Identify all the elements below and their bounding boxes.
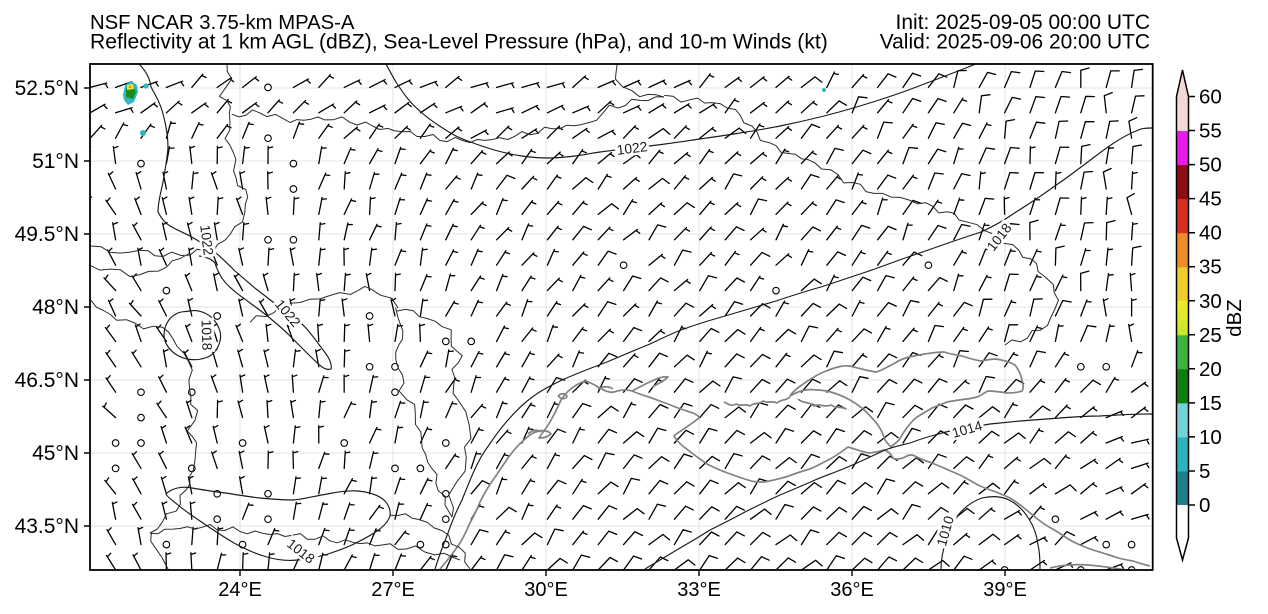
svg-text:Init: 2025-09-05 00:00 UTC: Init: 2025-09-05 00:00 UTC bbox=[896, 11, 1150, 34]
svg-text:27°E: 27°E bbox=[371, 579, 415, 601]
svg-text:52.5°N: 52.5°N bbox=[15, 77, 79, 100]
svg-text:43.5°N: 43.5°N bbox=[15, 515, 79, 538]
svg-text:10: 10 bbox=[1199, 426, 1222, 449]
svg-text:15: 15 bbox=[1199, 392, 1222, 415]
svg-text:25: 25 bbox=[1199, 324, 1222, 347]
svg-text:55: 55 bbox=[1199, 120, 1222, 143]
svg-text:Valid: 2025-09-06 20:00 UTC: Valid: 2025-09-06 20:00 UTC bbox=[880, 31, 1150, 54]
svg-text:40: 40 bbox=[1199, 222, 1222, 245]
svg-text:39°E: 39°E bbox=[983, 579, 1027, 601]
svg-text:50: 50 bbox=[1199, 154, 1222, 177]
svg-text:36°E: 36°E bbox=[830, 579, 874, 601]
svg-text:1022: 1022 bbox=[197, 224, 216, 256]
svg-text:0: 0 bbox=[1199, 494, 1210, 517]
svg-text:35: 35 bbox=[1199, 256, 1222, 279]
svg-text:60: 60 bbox=[1199, 86, 1222, 109]
svg-text:33°E: 33°E bbox=[677, 579, 721, 601]
svg-text:30°E: 30°E bbox=[524, 579, 568, 601]
svg-text:48°N: 48°N bbox=[32, 296, 79, 319]
svg-text:45: 45 bbox=[1199, 188, 1222, 211]
svg-text:1022: 1022 bbox=[616, 139, 648, 158]
svg-text:24°E: 24°E bbox=[218, 579, 262, 601]
svg-text:30: 30 bbox=[1199, 290, 1222, 313]
svg-text:1018: 1018 bbox=[198, 319, 214, 351]
svg-text:51°N: 51°N bbox=[32, 150, 79, 173]
svg-text:45°N: 45°N bbox=[32, 442, 79, 465]
svg-text:49.5°N: 49.5°N bbox=[15, 223, 79, 246]
svg-text:NSF NCAR 3.75-km MPAS-A: NSF NCAR 3.75-km MPAS-A bbox=[90, 12, 355, 34]
svg-text:5: 5 bbox=[1199, 460, 1210, 483]
svg-text:46.5°N: 46.5°N bbox=[15, 369, 79, 392]
svg-text:Reflectivity at 1 km AGL (dBZ): Reflectivity at 1 km AGL (dBZ), Sea-Leve… bbox=[90, 31, 828, 54]
svg-text:dBZ: dBZ bbox=[1223, 299, 1246, 337]
svg-text:20: 20 bbox=[1199, 358, 1222, 381]
